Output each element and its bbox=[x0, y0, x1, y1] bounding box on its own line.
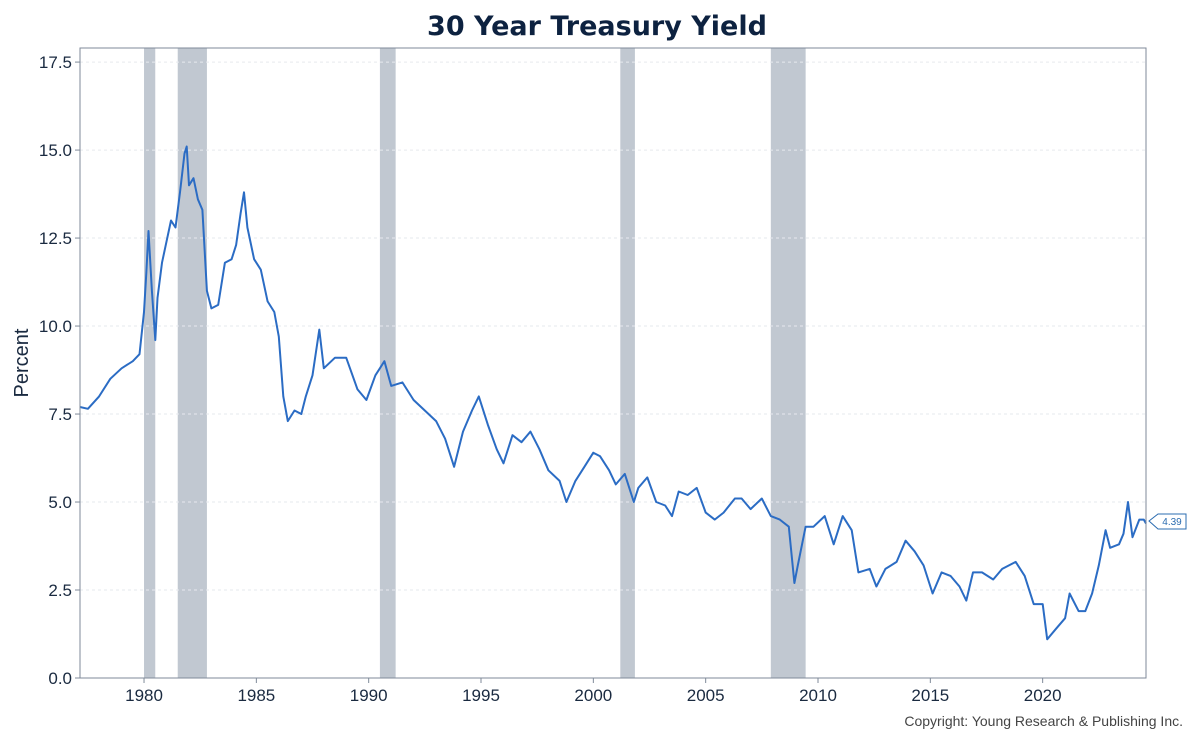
chart-title: 30 Year Treasury Yield bbox=[427, 11, 767, 42]
y-axis-ticks: 0.0 2.5 5.0 7.5 10.0 12.5 15.0 17.5 bbox=[39, 53, 80, 688]
plot-frame bbox=[79, 47, 1147, 679]
x-tick-label: 1985 bbox=[237, 686, 275, 705]
y-axis-label: Percent bbox=[11, 328, 33, 397]
x-tick-label: 2015 bbox=[911, 686, 949, 705]
grid-lines bbox=[80, 61, 1146, 591]
recession-band-2 bbox=[379, 48, 396, 678]
series-layer bbox=[79, 145, 1147, 641]
y-tick-label: 7.5 bbox=[48, 405, 72, 424]
recession-bands bbox=[144, 48, 806, 678]
x-tick-label: 1990 bbox=[350, 686, 388, 705]
y-tick-label: 15.0 bbox=[39, 141, 72, 160]
series-line-0 bbox=[79, 145, 1147, 641]
x-tick-label: 1980 bbox=[125, 686, 163, 705]
copyright-text: Copyright: Young Research & Publishing I… bbox=[904, 713, 1183, 729]
recession-band-0 bbox=[144, 48, 156, 678]
x-tick-label: 2020 bbox=[1024, 686, 1062, 705]
recession-band-1 bbox=[177, 48, 207, 678]
last-value-marker: 4.39 bbox=[1148, 513, 1187, 530]
last-value-box bbox=[1148, 513, 1187, 530]
x-tick-label: 1995 bbox=[462, 686, 500, 705]
y-tick-label: 0.0 bbox=[48, 669, 72, 688]
y-tick-label: 5.0 bbox=[48, 493, 72, 512]
y-tick-label: 17.5 bbox=[39, 53, 72, 72]
x-tick-label: 2005 bbox=[687, 686, 725, 705]
recession-band-4 bbox=[770, 48, 806, 678]
y-tick-label: 12.5 bbox=[39, 229, 72, 248]
x-axis-ticks: 1980 1985 1990 1995 2000 2005 2010 2015 2020 bbox=[125, 678, 1062, 705]
x-tick-label: 2000 bbox=[574, 686, 612, 705]
y-tick-label: 2.5 bbox=[48, 581, 72, 600]
last-value-label: 4.39 bbox=[1162, 517, 1182, 528]
y-tick-label: 10.0 bbox=[39, 317, 72, 336]
recession-band-3 bbox=[620, 48, 635, 678]
x-tick-label: 2010 bbox=[799, 686, 837, 705]
